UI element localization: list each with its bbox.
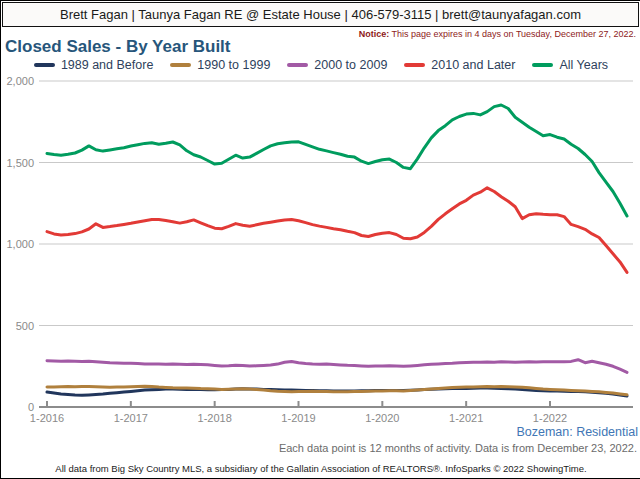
x-axis-label-2020: 1-2020 <box>365 412 399 424</box>
infosparks-page: Brett Fagan | Taunya Fagan RE @ Estate H… <box>0 0 640 479</box>
x-axis-label-2016: 1-2016 <box>30 412 64 424</box>
market-label: Bozeman: Residential <box>516 425 638 439</box>
series-line-2010-and-later[interactable] <box>47 188 627 273</box>
y-axis-label-500: 500 <box>16 320 34 332</box>
y-axis-label-1500: 1,500 <box>6 157 34 169</box>
y-axis-label-1000: 1,000 <box>6 238 34 250</box>
x-axis-label-2017: 1-2017 <box>114 412 148 424</box>
x-axis-label-2018: 1-2018 <box>198 412 232 424</box>
x-axis-label-2021: 1-2021 <box>449 412 483 424</box>
chart-canvas: 0 500 1,000 1,500 2,000 1-2016 1-2017 1-… <box>1 1 640 479</box>
series-line-all-years[interactable] <box>47 105 627 216</box>
series-line-2000-to-2009[interactable] <box>47 360 627 373</box>
x-axis-label-2019: 1-2019 <box>281 412 315 424</box>
y-axis-label-2000: 2,000 <box>6 75 34 87</box>
attribution-text: All data from Big Sky Country MLS, a sub… <box>1 463 640 474</box>
data-note: Each data point is 12 months of activity… <box>279 442 637 454</box>
x-axis-label-2022: 1-2022 <box>533 412 567 424</box>
